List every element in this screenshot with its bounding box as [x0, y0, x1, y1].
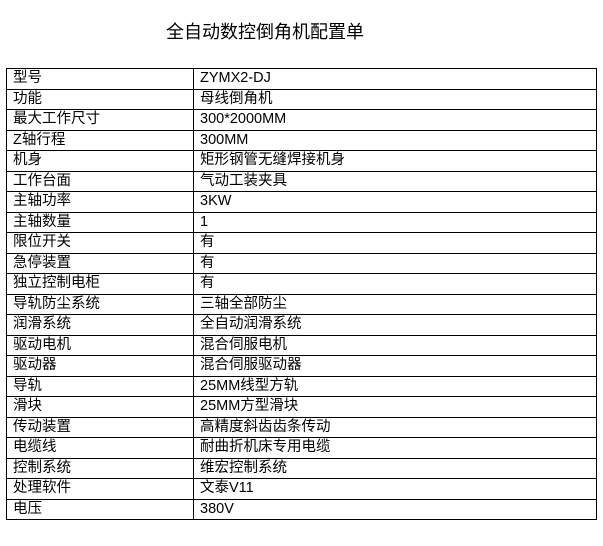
- table-row: 电缆线 耐曲折机床专用电缆: [6, 437, 597, 459]
- table-row: 急停装置有: [6, 252, 597, 274]
- table-row: 导轨防尘系统 三轴全部防尘: [6, 293, 597, 315]
- spec-value: 混合伺服电机: [193, 334, 597, 356]
- spec-label: 润滑系统: [6, 314, 194, 336]
- spec-label: 主轴数量: [6, 211, 194, 233]
- spec-value: 三轴全部防尘: [193, 293, 597, 315]
- table-row: 滑块 25MM方型滑块: [6, 396, 597, 418]
- table-row: 最大工作尺寸 300*2000MM: [6, 109, 597, 131]
- spec-value: ZYMX2-DJ: [193, 68, 597, 90]
- spec-label: 滑块: [6, 396, 194, 418]
- spec-label: 型号: [6, 68, 194, 90]
- spec-label: 最大工作尺寸: [6, 109, 194, 131]
- spec-value: 有: [193, 232, 597, 254]
- table-row: 工作台面 气动工装夹具: [6, 170, 597, 192]
- spec-label: 工作台面: [6, 170, 194, 192]
- document-title: 全自动数控倒角机配置单: [166, 22, 364, 42]
- table-row: 电压 380V: [6, 498, 597, 520]
- spec-label: 功能: [6, 88, 194, 110]
- table-row: 导轨 25MM线型方轨: [6, 375, 597, 397]
- spec-value: 25MM线型方轨: [193, 375, 597, 397]
- spec-label: 传动装置: [6, 416, 194, 438]
- spec-value: 气动工装夹具: [193, 170, 597, 192]
- spec-value: 全自动润滑系统: [193, 314, 597, 336]
- spec-label: 处理软件: [6, 478, 194, 500]
- spec-value: 文泰V11: [193, 478, 597, 500]
- spec-value: 混合伺服驱动器: [193, 355, 597, 377]
- spec-label: 控制系统: [6, 457, 194, 479]
- spec-label: 急停装置: [6, 252, 194, 274]
- spec-label: 限位开关: [6, 232, 194, 254]
- spec-label: 电缆线: [6, 437, 194, 459]
- spec-label: 电压: [6, 498, 194, 520]
- table-row: 限位开关有: [6, 232, 597, 254]
- spec-value: 300*2000MM: [193, 109, 597, 131]
- spec-value: 有: [193, 273, 597, 295]
- spec-value: 1: [193, 211, 597, 233]
- spec-label: 导轨: [6, 375, 194, 397]
- spec-label: 驱动器: [6, 355, 194, 377]
- spec-value: 300MM: [193, 129, 597, 151]
- spec-label: 主轴功率: [6, 191, 194, 213]
- spec-label: 导轨防尘系统: [6, 293, 194, 315]
- table-row: 型号 ZYMX2-DJ: [6, 68, 597, 90]
- table-row: 主轴功率 3KW: [6, 191, 597, 213]
- spec-label: 驱动电机: [6, 334, 194, 356]
- spec-label: 机身: [6, 150, 194, 172]
- spec-value: 有: [193, 252, 597, 274]
- spec-value: 矩形钢管无缝焊接机身: [193, 150, 597, 172]
- table-row: 驱动电机 混合伺服电机: [6, 334, 597, 356]
- table-row: 机身 矩形钢管无缝焊接机身: [6, 150, 597, 172]
- spec-value: 维宏控制系统: [193, 457, 597, 479]
- table-row: 功能 母线倒角机: [6, 88, 597, 110]
- table-row: Z轴行程 300MM: [6, 129, 597, 151]
- spec-value: 高精度斜齿齿条传动: [193, 416, 597, 438]
- spec-label: Z轴行程: [6, 129, 194, 151]
- spec-value: 母线倒角机: [193, 88, 597, 110]
- table-row: 处理软件 文泰V11: [6, 478, 597, 500]
- spec-value: 耐曲折机床专用电缆: [193, 437, 597, 459]
- table-row: 控制系统 维宏控制系统: [6, 457, 597, 479]
- spec-value: 380V: [193, 498, 597, 520]
- spec-label: 独立控制电柜: [6, 273, 194, 295]
- table-row: 传动装置 高精度斜齿齿条传动: [6, 416, 597, 438]
- spec-table-body: 型号 ZYMX2-DJ 功能 母线倒角机 最大工作尺寸 300*2000MM Z轴行程 300…: [6, 68, 597, 520]
- table-row: 主轴数量 1: [6, 211, 597, 233]
- spec-table: 型号 ZYMX2-DJ 功能 母线倒角机 最大工作尺寸 300*2000MM Z轴行程 300…: [6, 68, 597, 520]
- table-row: 润滑系统 全自动润滑系统: [6, 314, 597, 336]
- table-row: 驱动器 混合伺服驱动器: [6, 355, 597, 377]
- spec-value: 25MM方型滑块: [193, 396, 597, 418]
- table-row: 独立控制电柜有: [6, 273, 597, 295]
- spec-value: 3KW: [193, 191, 597, 213]
